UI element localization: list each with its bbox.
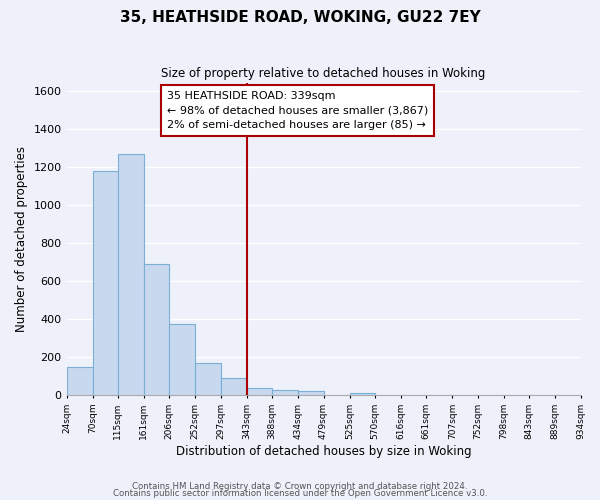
Text: 35 HEATHSIDE ROAD: 339sqm
← 98% of detached houses are smaller (3,867)
2% of sem: 35 HEATHSIDE ROAD: 339sqm ← 98% of detac… <box>167 91 428 130</box>
Text: Contains public sector information licensed under the Open Government Licence v3: Contains public sector information licen… <box>113 490 487 498</box>
Bar <box>67 367 92 395</box>
Bar <box>144 264 169 395</box>
Text: Contains HM Land Registry data © Crown copyright and database right 2024.: Contains HM Land Registry data © Crown c… <box>132 482 468 491</box>
Bar <box>92 170 118 395</box>
Title: Size of property relative to detached houses in Woking: Size of property relative to detached ho… <box>161 68 486 80</box>
Bar <box>272 390 298 395</box>
Bar <box>118 154 144 395</box>
Text: 35, HEATHSIDE ROAD, WOKING, GU22 7EY: 35, HEATHSIDE ROAD, WOKING, GU22 7EY <box>119 10 481 25</box>
Y-axis label: Number of detached properties: Number of detached properties <box>15 146 28 332</box>
Bar <box>350 392 375 395</box>
Bar <box>221 378 247 395</box>
Bar <box>298 391 323 395</box>
Bar <box>247 388 272 395</box>
Bar <box>196 362 221 395</box>
X-axis label: Distribution of detached houses by size in Woking: Distribution of detached houses by size … <box>176 444 472 458</box>
Bar <box>169 324 196 395</box>
